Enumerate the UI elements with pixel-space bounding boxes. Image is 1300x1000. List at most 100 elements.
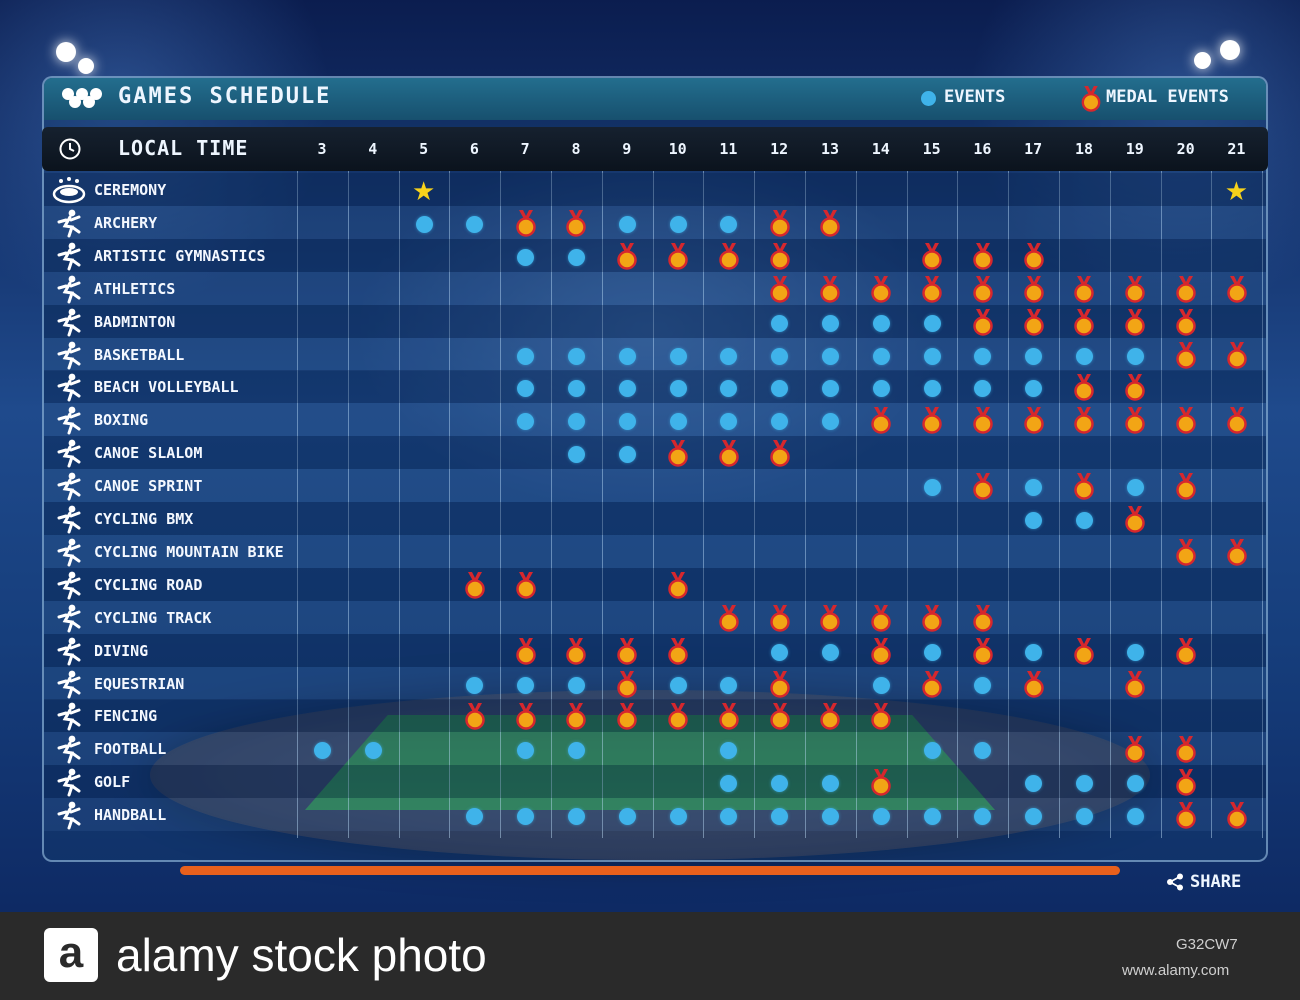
medal-event-icon[interactable] — [1023, 670, 1045, 698]
event-dot[interactable] — [517, 676, 535, 694]
event-dot[interactable] — [1025, 808, 1043, 826]
event-dot[interactable] — [618, 215, 636, 233]
medal-event-icon[interactable] — [921, 242, 943, 270]
medal-event-icon[interactable] — [1175, 407, 1197, 435]
event-dot[interactable] — [618, 380, 636, 398]
event-dot[interactable] — [771, 808, 789, 826]
event-dot[interactable] — [872, 808, 890, 826]
event-dot[interactable] — [1025, 643, 1043, 661]
event-dot[interactable] — [974, 676, 992, 694]
medal-event-icon[interactable] — [616, 670, 638, 698]
event-dot[interactable] — [974, 380, 992, 398]
medal-event-icon[interactable] — [616, 242, 638, 270]
medal-event-icon[interactable] — [972, 407, 994, 435]
medal-event-icon[interactable] — [1073, 473, 1095, 500]
medal-event-icon[interactable] — [718, 440, 740, 467]
medal-event-icon[interactable] — [1175, 473, 1197, 500]
event-dot[interactable] — [618, 347, 636, 365]
event-dot[interactable] — [1025, 479, 1043, 497]
medal-event-icon[interactable] — [1175, 538, 1197, 566]
medal-event-icon[interactable] — [972, 473, 994, 500]
medal-event-icon[interactable] — [972, 242, 994, 270]
medal-event-icon[interactable] — [1175, 736, 1197, 764]
event-dot[interactable] — [669, 808, 687, 826]
medal-event-icon[interactable] — [464, 703, 486, 731]
medal-event-icon[interactable] — [769, 209, 791, 237]
medal-event-icon[interactable] — [1073, 374, 1095, 402]
event-dot[interactable] — [872, 314, 890, 332]
medal-event-icon[interactable] — [769, 670, 791, 698]
medal-event-icon[interactable] — [565, 209, 587, 237]
medal-event-icon[interactable] — [972, 604, 994, 632]
medal-event-icon[interactable] — [1175, 802, 1197, 829]
event-dot[interactable] — [771, 347, 789, 365]
medal-event-icon[interactable] — [1023, 275, 1045, 303]
event-dot[interactable] — [567, 248, 585, 266]
medal-event-icon[interactable] — [1175, 275, 1197, 303]
medal-event-icon[interactable] — [870, 637, 892, 665]
event-dot[interactable] — [923, 643, 941, 661]
medal-event-icon[interactable] — [515, 703, 537, 731]
event-dot[interactable] — [517, 413, 535, 431]
event-dot[interactable] — [1126, 479, 1144, 497]
event-dot[interactable] — [821, 808, 839, 826]
event-dot[interactable] — [974, 808, 992, 826]
medal-event-icon[interactable] — [515, 209, 537, 237]
medal-event-icon[interactable] — [870, 703, 892, 731]
event-dot[interactable] — [1025, 380, 1043, 398]
medal-event-icon[interactable] — [819, 703, 841, 731]
medal-event-icon[interactable] — [921, 275, 943, 303]
event-dot[interactable] — [517, 742, 535, 760]
medal-event-icon[interactable] — [972, 637, 994, 665]
event-dot[interactable] — [517, 248, 535, 266]
event-dot[interactable] — [415, 215, 433, 233]
event-dot[interactable] — [669, 413, 687, 431]
event-dot[interactable] — [1075, 808, 1093, 826]
event-dot[interactable] — [1025, 512, 1043, 529]
event-dot[interactable] — [720, 380, 738, 398]
medal-event-icon[interactable] — [1124, 374, 1146, 402]
event-dot[interactable] — [1126, 775, 1144, 793]
event-dot[interactable] — [720, 808, 738, 826]
medal-event-icon[interactable] — [972, 275, 994, 303]
ceremony-star-icon[interactable]: ★ — [1224, 177, 1249, 207]
event-dot[interactable] — [567, 380, 585, 398]
medal-event-icon[interactable] — [1226, 341, 1248, 369]
event-dot[interactable] — [618, 446, 636, 464]
medal-event-icon[interactable] — [921, 604, 943, 632]
event-dot[interactable] — [821, 314, 839, 332]
event-dot[interactable] — [771, 643, 789, 661]
event-dot[interactable] — [618, 413, 636, 431]
event-dot[interactable] — [720, 413, 738, 431]
event-dot[interactable] — [517, 380, 535, 398]
event-dot[interactable] — [567, 413, 585, 431]
medal-event-icon[interactable] — [1073, 407, 1095, 435]
medal-event-icon[interactable] — [565, 637, 587, 665]
medal-event-icon[interactable] — [667, 703, 689, 731]
medal-event-icon[interactable] — [1175, 341, 1197, 369]
medal-event-icon[interactable] — [769, 440, 791, 467]
medal-event-icon[interactable] — [1226, 275, 1248, 303]
event-dot[interactable] — [1025, 347, 1043, 365]
medal-event-icon[interactable] — [718, 242, 740, 270]
event-dot[interactable] — [720, 676, 738, 694]
event-dot[interactable] — [517, 347, 535, 365]
medal-event-icon[interactable] — [870, 604, 892, 632]
event-dot[interactable] — [567, 347, 585, 365]
event-dot[interactable] — [771, 775, 789, 793]
event-dot[interactable] — [567, 808, 585, 826]
medal-event-icon[interactable] — [667, 571, 689, 599]
medal-event-icon[interactable] — [819, 275, 841, 303]
event-dot[interactable] — [1075, 347, 1093, 365]
event-dot[interactable] — [771, 380, 789, 398]
event-dot[interactable] — [517, 808, 535, 826]
medal-event-icon[interactable] — [870, 407, 892, 435]
event-dot[interactable] — [567, 742, 585, 760]
medal-event-icon[interactable] — [1226, 538, 1248, 566]
medal-event-icon[interactable] — [667, 637, 689, 665]
medal-event-icon[interactable] — [1023, 407, 1045, 435]
event-dot[interactable] — [567, 676, 585, 694]
event-dot[interactable] — [720, 775, 738, 793]
medal-event-icon[interactable] — [1023, 308, 1045, 336]
medal-event-icon[interactable] — [921, 407, 943, 435]
